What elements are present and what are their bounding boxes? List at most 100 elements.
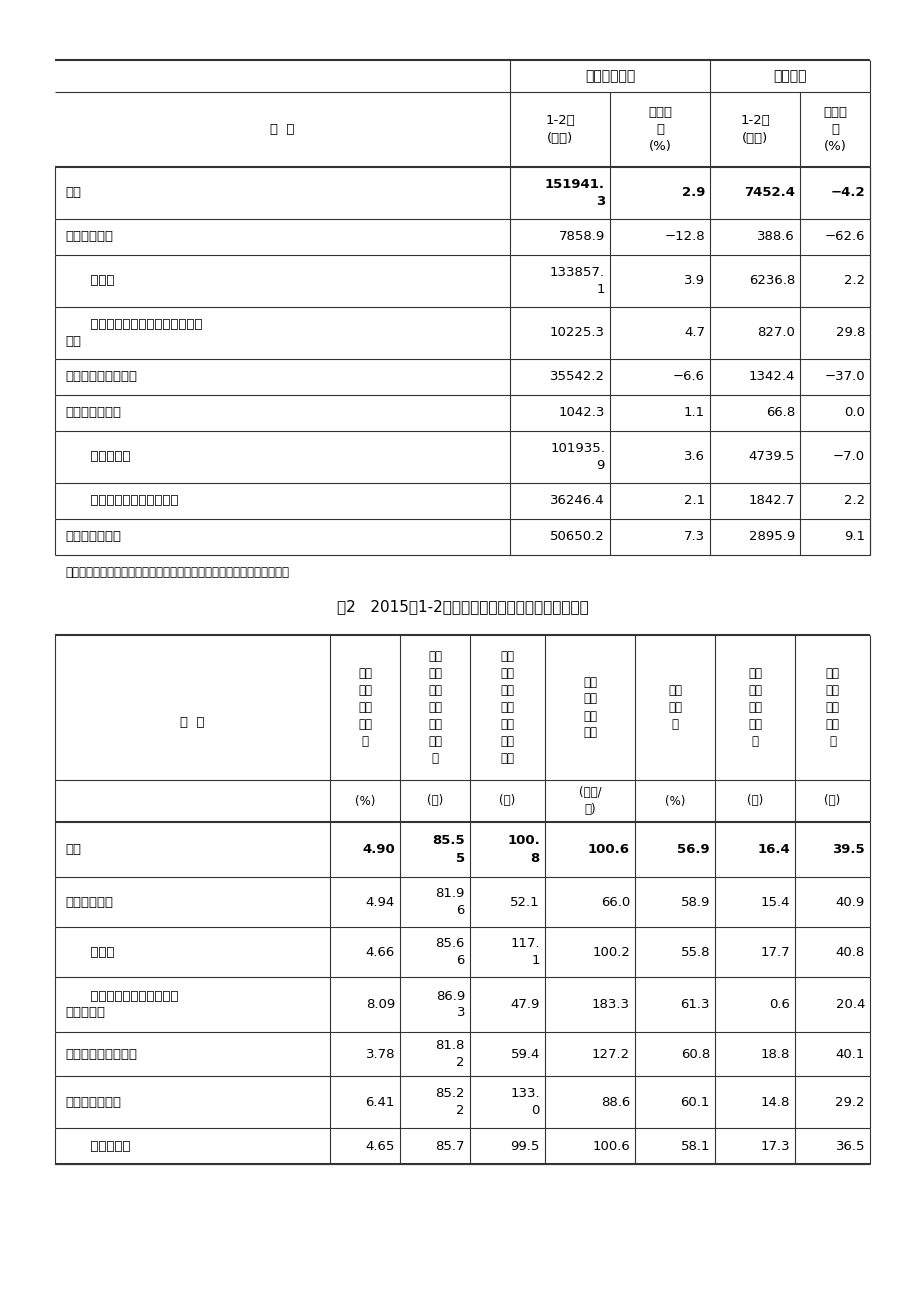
- Text: 17.3: 17.3: [759, 1139, 789, 1152]
- Text: 股份制企业: 股份制企业: [65, 1139, 130, 1152]
- Text: 每百
元主
营业
务收
入中
的成
本: 每百 元主 营业 务收 入中 的成 本: [427, 650, 441, 766]
- Text: 47.9: 47.9: [510, 999, 539, 1010]
- Text: 7452.4: 7452.4: [743, 186, 794, 199]
- Text: 主营业务收入: 主营业务收入: [584, 69, 634, 83]
- Text: 133.
0: 133. 0: [510, 1087, 539, 1117]
- Text: 81.9
6: 81.9 6: [436, 887, 464, 917]
- Text: 注：经济类型分组之间存在交叉，故各经济类型企业数据之和大于总计。: 注：经济类型分组之间存在交叉，故各经济类型企业数据之和大于总计。: [65, 566, 289, 579]
- Text: 10225.3: 10225.3: [550, 327, 605, 340]
- Text: 6236.8: 6236.8: [748, 275, 794, 288]
- Text: 其中：国有控股企业: 其中：国有控股企业: [65, 1048, 137, 1061]
- Text: 9.1: 9.1: [843, 530, 864, 543]
- Text: 20.4: 20.4: [834, 999, 864, 1010]
- Text: 86.9
3: 86.9 3: [436, 990, 464, 1019]
- Text: (%): (%): [355, 794, 375, 807]
- Text: 产成
品存
货周
转天
数: 产成 品存 货周 转天 数: [747, 667, 761, 749]
- Text: 35542.2: 35542.2: [550, 371, 605, 384]
- Text: 同比增
长
(%): 同比增 长 (%): [647, 105, 671, 154]
- Text: (元): (元): [499, 794, 515, 807]
- Text: 资产
负债
率: 资产 负债 率: [667, 684, 681, 730]
- Text: 29.8: 29.8: [834, 327, 864, 340]
- Text: 52.1: 52.1: [510, 896, 539, 909]
- Text: 制造业: 制造业: [65, 945, 114, 958]
- Text: 0.6: 0.6: [768, 999, 789, 1010]
- Text: 81.8
2: 81.8 2: [436, 1039, 464, 1069]
- Text: 40.9: 40.9: [834, 896, 864, 909]
- Text: 85.6
6: 85.6 6: [436, 937, 464, 967]
- Text: 1-2月
(亿元): 1-2月 (亿元): [545, 115, 574, 145]
- Text: 14.8: 14.8: [760, 1095, 789, 1108]
- Text: 100.6: 100.6: [592, 1139, 630, 1152]
- Text: (元): (元): [426, 794, 443, 807]
- Text: 15.4: 15.4: [760, 896, 789, 909]
- Text: (%): (%): [664, 794, 685, 807]
- Text: (天): (天): [823, 794, 840, 807]
- Text: 2895.9: 2895.9: [748, 530, 794, 543]
- Text: 2.2: 2.2: [843, 495, 864, 508]
- Text: 50650.2: 50650.2: [550, 530, 605, 543]
- Text: 外商及港澳台商投资企业: 外商及港澳台商投资企业: [65, 495, 178, 508]
- Text: 2.2: 2.2: [843, 275, 864, 288]
- Text: 同比增
长
(%): 同比增 长 (%): [823, 105, 846, 154]
- Text: 1342.4: 1342.4: [748, 371, 794, 384]
- Text: 4.7: 4.7: [683, 327, 704, 340]
- Text: 其中：集体企业: 其中：集体企业: [65, 1095, 121, 1108]
- Text: 分  组: 分 组: [270, 122, 294, 135]
- Text: 18.8: 18.8: [760, 1048, 789, 1061]
- Text: −12.8: −12.8: [664, 230, 704, 243]
- Text: 分  组: 分 组: [180, 716, 205, 729]
- Text: 99.5: 99.5: [510, 1139, 539, 1152]
- Text: 表2   2015年1-2月份规模以上工业企业经济效益指标: 表2 2015年1-2月份规模以上工业企业经济效益指标: [336, 599, 588, 615]
- Text: −4.2: −4.2: [830, 186, 864, 199]
- Text: −62.6: −62.6: [823, 230, 864, 243]
- Text: 每百
元资
产实
现的
主营
业务
收入: 每百 元资 产实 现的 主营 业务 收入: [500, 650, 514, 766]
- Text: 827.0: 827.0: [756, 327, 794, 340]
- Text: 电力、热力、燃气及水生产和供
应业: 电力、热力、燃气及水生产和供 应业: [65, 318, 202, 348]
- Text: 应收
账款
平均
回收
期: 应收 账款 平均 回收 期: [824, 667, 839, 749]
- Text: 39.5: 39.5: [832, 842, 864, 855]
- Text: 3.78: 3.78: [365, 1048, 394, 1061]
- Text: 1-2月
(亿元): 1-2月 (亿元): [739, 115, 769, 145]
- Text: 133857.
1: 133857. 1: [550, 266, 605, 296]
- Text: 100.2: 100.2: [592, 945, 630, 958]
- Text: 1.1: 1.1: [683, 406, 704, 419]
- Text: 17.7: 17.7: [759, 945, 789, 958]
- Text: 66.0: 66.0: [600, 896, 630, 909]
- Text: 101935.
9: 101935. 9: [550, 441, 605, 473]
- Text: 16.4: 16.4: [756, 842, 789, 855]
- Text: 66.8: 66.8: [765, 406, 794, 419]
- Text: 4.94: 4.94: [366, 896, 394, 909]
- Text: −37.0: −37.0: [823, 371, 864, 384]
- Text: 85.5
5: 85.5 5: [432, 835, 464, 865]
- Text: 7.3: 7.3: [683, 530, 704, 543]
- Text: 2.1: 2.1: [683, 495, 704, 508]
- Text: 4.65: 4.65: [365, 1139, 394, 1152]
- Text: 36246.4: 36246.4: [550, 495, 605, 508]
- Text: 183.3: 183.3: [591, 999, 630, 1010]
- Text: 2.9: 2.9: [681, 186, 704, 199]
- Text: −7.0: −7.0: [832, 450, 864, 464]
- Text: 100.
8: 100. 8: [506, 835, 539, 865]
- Text: 4739.5: 4739.5: [748, 450, 794, 464]
- Text: 100.6: 100.6: [587, 842, 630, 855]
- Text: 58.1: 58.1: [680, 1139, 709, 1152]
- Text: 40.1: 40.1: [834, 1048, 864, 1061]
- Text: 1042.3: 1042.3: [558, 406, 605, 419]
- Text: (万元/
人): (万元/ 人): [578, 786, 601, 816]
- Text: 56.9: 56.9: [676, 842, 709, 855]
- Text: 59.4: 59.4: [510, 1048, 539, 1061]
- Text: 61.3: 61.3: [680, 999, 709, 1010]
- Text: 151941.
3: 151941. 3: [544, 178, 605, 208]
- Text: 1842.7: 1842.7: [748, 495, 794, 508]
- Text: 8.09: 8.09: [366, 999, 394, 1010]
- Text: 其中：私营企业: 其中：私营企业: [65, 530, 121, 543]
- Text: 85.2
2: 85.2 2: [435, 1087, 464, 1117]
- Text: 127.2: 127.2: [591, 1048, 630, 1061]
- Text: 其中：国有控股企业: 其中：国有控股企业: [65, 371, 137, 384]
- Text: 6.41: 6.41: [365, 1095, 394, 1108]
- Text: 其中：采矿业: 其中：采矿业: [65, 230, 113, 243]
- Text: 0.0: 0.0: [844, 406, 864, 419]
- Text: 40.8: 40.8: [834, 945, 864, 958]
- Text: 4.90: 4.90: [362, 842, 394, 855]
- Text: 总计: 总计: [65, 186, 81, 199]
